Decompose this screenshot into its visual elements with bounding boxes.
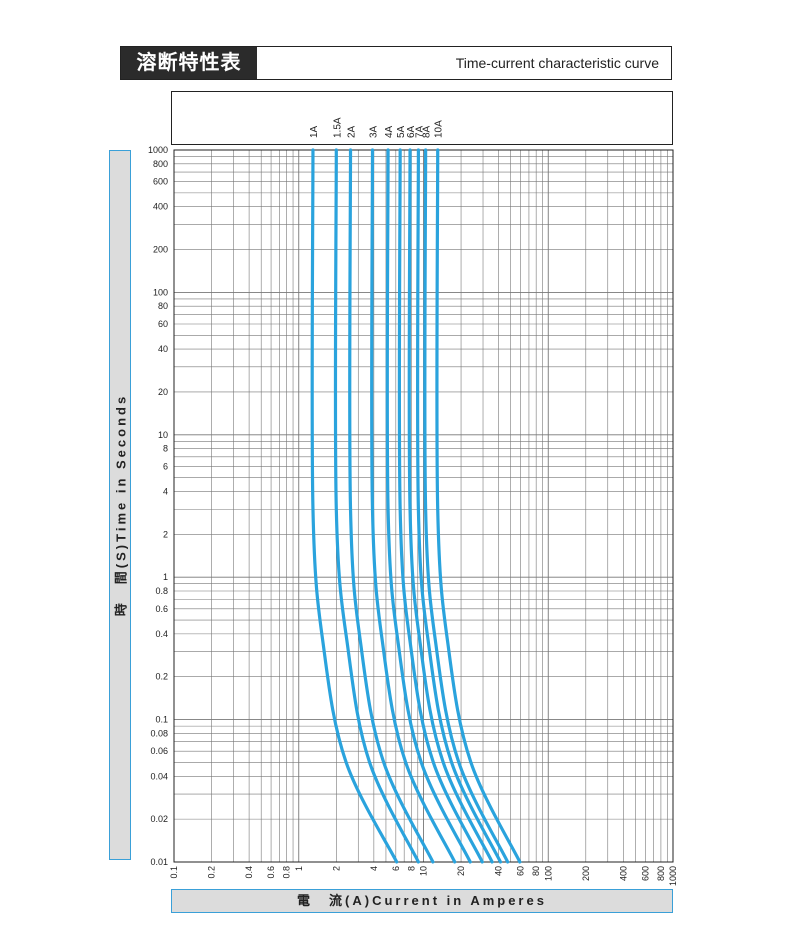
x-tick-label: 8 [406,866,416,871]
x-tick-label: 40 [494,866,504,876]
x-tick-label: 0.8 [282,866,292,879]
y-tick-label: 2 [163,529,168,539]
series-label-header [171,91,673,145]
x-axis-label: 電 流(A)Current in Amperes [297,893,547,908]
y-tick-label: 0.4 [155,629,168,639]
series-curve-2A [348,148,435,864]
x-tick-label: 60 [516,866,526,876]
y-tick-label: 1 [163,572,168,582]
y-tick-label: 60 [158,319,168,329]
x-tick-label: 2 [331,866,341,871]
series-curve-5A [397,148,484,864]
y-axis-label-box: 時 間(S)Time in Seconds [109,150,131,860]
series-label-8A: 8A [422,125,433,138]
x-axis-label-box: 電 流(A)Current in Amperes [171,889,673,913]
series-curve-7A [415,148,503,864]
y-tick-label: 40 [158,344,168,354]
y-tick-label: 1000 [148,145,168,155]
y-tick-label: 200 [153,245,168,255]
series-curve-1A [310,148,399,864]
series-label-7A: 7A [414,125,425,138]
series-curve-6A [407,148,494,864]
x-tick-label: 200 [581,866,591,881]
series-label-10A: 10A [434,120,445,138]
x-tick-label: 0.4 [244,866,254,879]
series-curve-10A [435,148,522,864]
series-label-1A: 1A [309,125,320,138]
x-tick-label: 800 [656,866,666,881]
x-tick-label: 10 [419,866,429,876]
y-tick-label: 800 [153,159,168,169]
y-tick-label: 100 [153,287,168,297]
y-tick-label: 0.1 [155,715,168,725]
y-tick-label: 0.6 [155,604,168,614]
y-tick-label: 20 [158,387,168,397]
y-tick-label: 8 [163,444,168,454]
x-tick-label: 20 [456,866,466,876]
x-tick-label: 0.2 [207,866,217,879]
y-tick-label: 0.01 [150,857,168,867]
y-tick-label: 0.04 [150,771,168,781]
series-label-1.5A: 1.5A [332,117,343,138]
x-tick-label: 1 [294,866,304,871]
y-tick-label: 10 [158,430,168,440]
y-tick-label: 400 [153,202,168,212]
series-curve-8A [423,148,510,864]
series-label-5A: 5A [396,125,407,138]
x-tick-label: 4 [369,866,379,871]
series-label-6A: 6A [406,125,417,138]
x-tick-label: 100 [543,866,553,881]
x-tick-label: 1000 [668,866,678,886]
y-tick-label: 4 [163,486,168,496]
y-tick-label: 6 [163,461,168,471]
x-tick-label: 0.6 [266,866,276,879]
title-box: 溶断特性表 Time-current characteristic curve [120,46,672,80]
x-tick-label: 6 [391,866,401,871]
series-curve-1.5A [333,148,420,864]
x-tick-label: 80 [531,866,541,876]
y-tick-label: 0.02 [150,814,168,824]
y-tick-label: 80 [158,301,168,311]
series-curve-3A [370,148,457,864]
chart-title-english: Time-current characteristic curve [455,55,659,71]
y-tick-label: 0.08 [150,728,168,738]
y-tick-label: 600 [153,177,168,187]
series-label-4A: 4A [384,125,395,138]
x-tick-label: 400 [618,866,628,881]
y-tick-label: 0.8 [155,586,168,596]
series-label-2A: 2A [347,125,358,138]
y-tick-label: 0.06 [150,746,168,756]
plot-border [173,149,674,863]
y-tick-label: 0.2 [155,672,168,682]
series-label-3A: 3A [368,125,379,138]
series-curve-4A [385,148,472,864]
chart-title-japanese: 溶断特性表 [121,47,257,79]
x-tick-label: 0.1 [169,866,179,879]
x-tick-label: 600 [640,866,650,881]
